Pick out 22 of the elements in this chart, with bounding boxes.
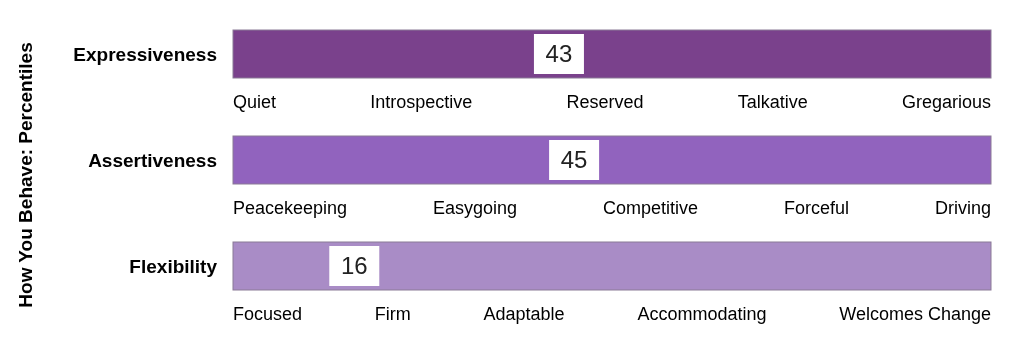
text: Forceful [784,198,850,218]
category-label: Assertiveness [88,149,217,171]
text: Welcomes Change [839,304,992,324]
text: Peacekeeping [233,198,348,218]
category-label: Expressiveness [73,43,217,65]
text: Adaptable [483,304,565,324]
text: Focused [233,304,303,324]
data-label: 45 [560,146,588,174]
text: Driving [934,198,991,218]
data-label: 16 [340,252,368,280]
text: Firm [374,304,411,324]
data-label: 43 [545,40,573,68]
text: Competitive [603,198,699,218]
text: Quiet [233,92,277,112]
text: Talkative [737,92,808,112]
text: Reserved [566,92,644,112]
text: How You Behave: Percentiles [15,42,36,308]
text: Accommodating [637,304,767,324]
text: Easygoing [433,198,518,218]
text: Gregarious [901,92,991,112]
text: Introspective [370,92,473,112]
category-label: Flexibility [129,255,218,277]
